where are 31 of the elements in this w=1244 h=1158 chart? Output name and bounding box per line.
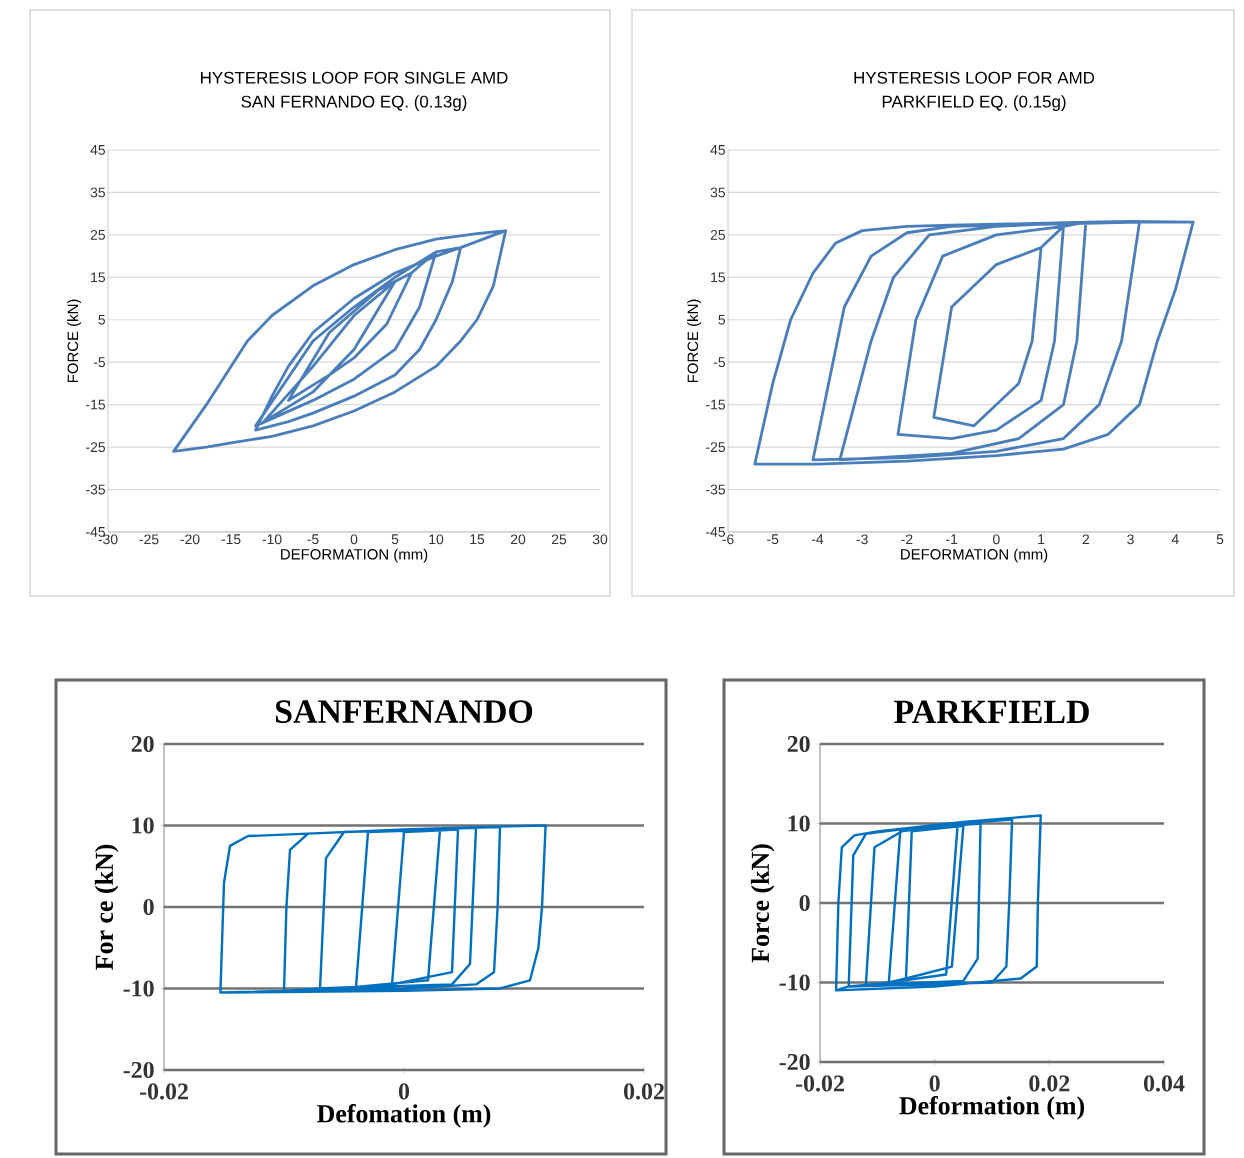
y-tick-label: -10 (123, 980, 154, 997)
x-axis-title: Deformation (m) (899, 1096, 1085, 1120)
line-series (753, 219, 1195, 466)
y-tick-label: 20 (131, 735, 154, 753)
line-series (172, 229, 508, 453)
y-tick-label: -20 (123, 1061, 154, 1079)
x-tick-label: 0 (929, 1075, 940, 1092)
x-tick-label: -0.02 (795, 1075, 844, 1092)
chart-title: SANFERNANDO (275, 700, 533, 723)
chart-title: HYSTERESIS LOOP FOR AMD (854, 71, 1095, 84)
y-tick-label: 10 (132, 817, 154, 834)
y-axis-title: For ce (kN) (94, 844, 119, 970)
x-tick-label: 0.02 (1029, 1075, 1070, 1092)
y-tick-label: 0 (799, 894, 810, 912)
line-series (834, 814, 1042, 992)
line-series (219, 824, 547, 994)
y-tick-label: -20 (779, 1053, 810, 1071)
y-tick-label: -10 (779, 974, 810, 991)
chart-title: HYSTERESIS LOOP FOR SINGLE AMD (201, 71, 508, 84)
y-tick-label: 20 (787, 735, 810, 753)
y-tick-label: 0 (143, 898, 154, 916)
x-tick-label: 0.02 (624, 1083, 664, 1100)
x-tick-label: 0.04 (1144, 1075, 1185, 1092)
y-axis-title: Force (kN) (750, 844, 775, 963)
x-axis-title: Defomation (m) (317, 1104, 491, 1128)
x-tick-label: -0.02 (139, 1083, 188, 1100)
y-tick-label: 10 (788, 815, 810, 832)
chart-title: PARKFIELD (894, 700, 1089, 723)
x-tick-label: 0 (398, 1083, 410, 1100)
chart-subtitle: SAN FERNANDO EQ. (0.13g) (241, 95, 467, 111)
chart-subtitle: PARKFIELD EQ. (0.15g) (882, 95, 1066, 111)
